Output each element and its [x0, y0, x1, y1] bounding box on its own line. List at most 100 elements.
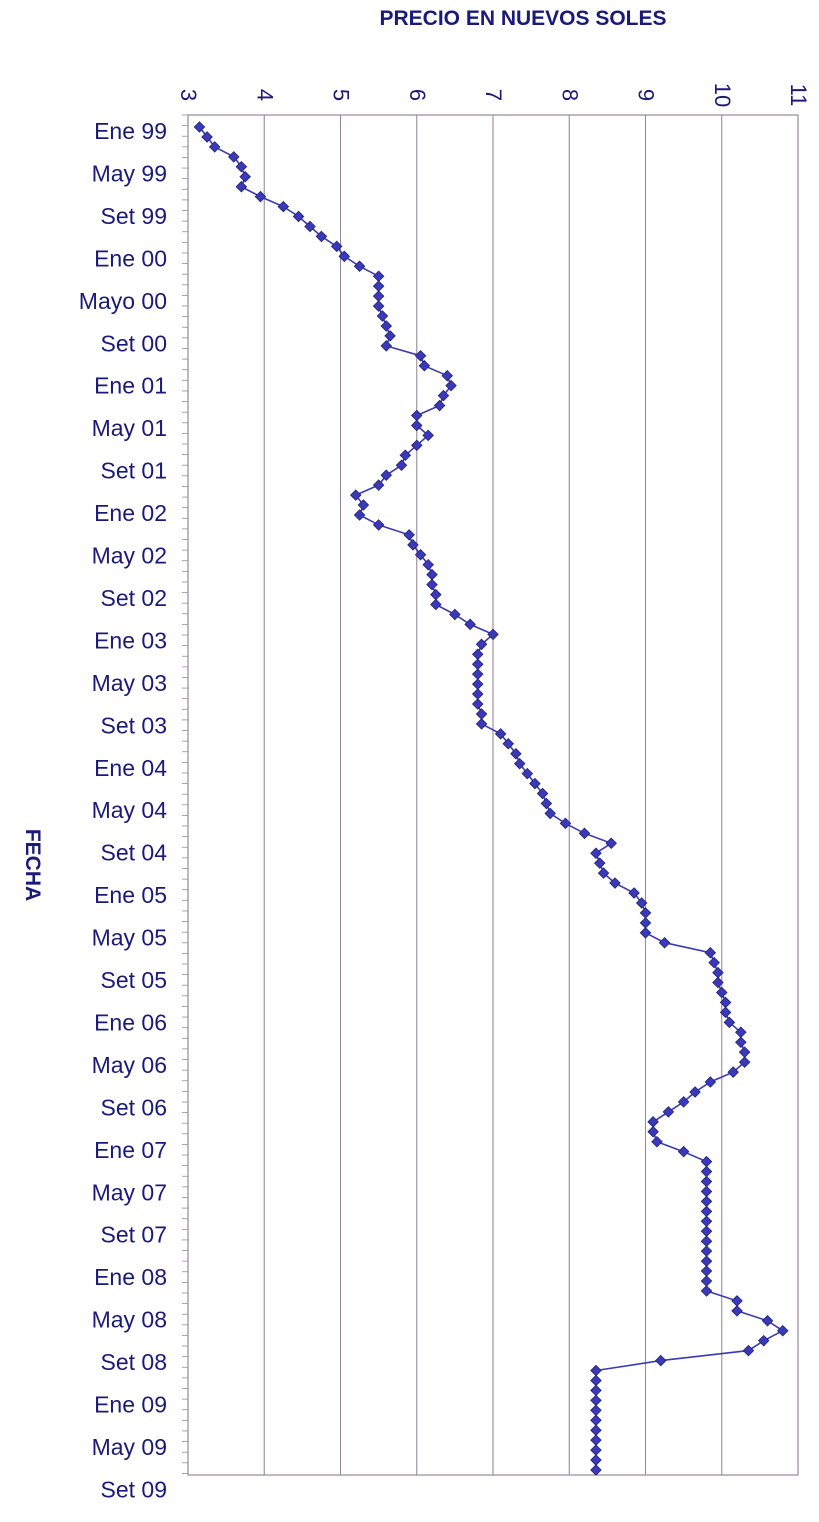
- data-point: [677, 1096, 690, 1108]
- value-tick-label: 6: [405, 89, 430, 101]
- category-label: Ene 08: [94, 1264, 167, 1290]
- data-point: [384, 330, 396, 342]
- data-point: [372, 280, 385, 292]
- data-point: [590, 1444, 602, 1456]
- data-point: [735, 1036, 747, 1048]
- data-point: [403, 529, 415, 541]
- data-point: [410, 439, 423, 452]
- category-label: Ene 04: [94, 755, 167, 781]
- data-point: [380, 469, 393, 481]
- chart-title: PRECIO EN NUEVOS SOLES: [379, 7, 666, 30]
- data-point: [437, 389, 450, 402]
- data-point: [201, 131, 213, 143]
- data-point: [738, 1056, 751, 1068]
- data-point: [700, 1245, 713, 1257]
- data-point: [647, 1116, 659, 1128]
- category-axis: Ene 99 May 99 Set 99 Ene 00 Mayo 00 Set 00 Ene…: [79, 114, 188, 1502]
- data-point: [654, 1354, 667, 1367]
- data-point: [239, 170, 251, 183]
- data-point: [536, 787, 549, 800]
- data-point: [357, 499, 370, 511]
- value-tick-label: 11: [786, 84, 811, 107]
- data-point: [464, 618, 476, 631]
- data-point: [372, 479, 385, 491]
- data-point: [471, 658, 484, 670]
- data-point: [544, 807, 556, 820]
- data-point: [605, 837, 617, 850]
- data-point: [422, 429, 434, 442]
- category-label: Set 03: [101, 712, 168, 738]
- data-point: [590, 1374, 602, 1387]
- category-label: May 03: [92, 670, 167, 696]
- data-point: [658, 936, 671, 949]
- data-point: [590, 1424, 602, 1436]
- series-line: [198, 126, 785, 1470]
- data-point: [708, 956, 720, 969]
- data-point: [407, 539, 419, 551]
- data-point: [315, 230, 328, 243]
- category-label: Ene 00: [94, 245, 167, 271]
- value-axis: 3 4 5 6 7 8 9 10 11: [176, 83, 811, 107]
- data-point: [700, 1185, 713, 1198]
- data-point: [487, 628, 499, 641]
- plot-area: [187, 114, 799, 1476]
- category-label: Set 99: [101, 203, 168, 229]
- data-point: [677, 1145, 690, 1158]
- category-label: Set 09: [101, 1476, 168, 1502]
- category-label: Ene 01: [94, 373, 167, 399]
- data-point: [510, 747, 522, 760]
- data-point: [559, 817, 572, 830]
- y-axis-title: FECHA: [21, 829, 44, 901]
- data-point: [700, 1175, 713, 1188]
- data-point: [700, 1265, 713, 1277]
- data-point: [380, 320, 393, 332]
- data-point: [540, 797, 553, 810]
- data-point: [662, 1106, 675, 1118]
- category-label: May 08: [92, 1307, 167, 1333]
- data-point: [449, 608, 461, 621]
- data-point: [441, 369, 454, 382]
- data-point: [235, 161, 248, 173]
- data-point: [700, 1165, 713, 1178]
- data-point: [376, 310, 389, 322]
- data-point: [502, 738, 515, 750]
- category-label: May 02: [92, 543, 167, 569]
- data-point: [277, 200, 290, 213]
- data-point: [590, 1464, 602, 1476]
- data-point: [700, 1255, 713, 1267]
- data-point: [738, 1046, 751, 1058]
- data-point: [719, 1006, 732, 1019]
- data-point: [590, 1414, 602, 1427]
- category-label: May 07: [92, 1179, 167, 1205]
- value-tick-label: 10: [710, 83, 735, 107]
- data-point: [410, 419, 423, 432]
- value-tick-label: 5: [329, 89, 354, 101]
- value-tick-label: 4: [252, 89, 277, 101]
- data-point: [304, 220, 316, 233]
- data-point: [704, 946, 717, 959]
- category-label: Set 00: [101, 330, 168, 356]
- data-point: [590, 1394, 602, 1407]
- data-point: [410, 409, 423, 422]
- category-label: Ene 02: [94, 500, 167, 526]
- category-label: Ene 07: [94, 1137, 167, 1163]
- data-point: [380, 340, 393, 352]
- data-point: [597, 867, 610, 879]
- data-point: [338, 250, 351, 263]
- data-point: [372, 290, 385, 302]
- data-point: [426, 578, 438, 591]
- category-label: Ene 06: [94, 1009, 167, 1035]
- data-point: [227, 151, 240, 163]
- data-point: [414, 549, 427, 561]
- data-point: [628, 887, 640, 899]
- category-label: Set 01: [101, 458, 168, 484]
- data-point: [372, 270, 385, 282]
- category-label: Ene 03: [94, 627, 167, 653]
- data-point: [700, 1195, 713, 1208]
- data-point: [742, 1344, 755, 1357]
- data-point: [433, 399, 446, 412]
- category-label: May 09: [92, 1434, 167, 1460]
- data-point: [590, 1454, 602, 1466]
- data-point: [700, 1235, 713, 1247]
